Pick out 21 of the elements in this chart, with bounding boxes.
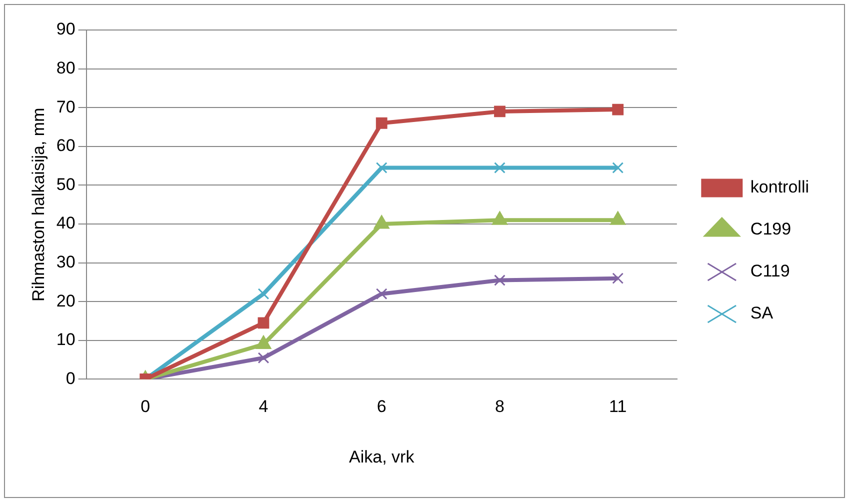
y-tick-label: 60 — [56, 136, 76, 156]
y-tick-label: 40 — [56, 214, 76, 233]
legend-label: C119 — [750, 262, 790, 281]
y-tick-label: 10 — [56, 330, 76, 350]
legend-label: kontrolli — [750, 178, 810, 197]
y-tick-label: 0 — [66, 368, 76, 388]
y-tick-label: 70 — [56, 97, 76, 116]
legend-label: C199 — [750, 220, 792, 239]
y-tick-label: 80 — [56, 58, 76, 78]
x-tick-label: 6 — [376, 397, 386, 416]
legend-label: SA — [750, 304, 774, 323]
x-axis-title: Aika, vrk — [349, 447, 415, 466]
y-tick-label: 50 — [56, 174, 76, 194]
x-tick-label: 0 — [140, 397, 150, 416]
y-tick-label: 30 — [56, 252, 76, 272]
x-tick-label: 4 — [258, 397, 268, 416]
y-tick-label: 90 — [56, 20, 76, 39]
y-tick-label: 20 — [56, 291, 76, 310]
x-tick-label: 11 — [609, 397, 627, 416]
x-tick-label: 8 — [495, 397, 504, 416]
y-axis-title: Rihmaston halkaisija, mm — [28, 108, 48, 302]
